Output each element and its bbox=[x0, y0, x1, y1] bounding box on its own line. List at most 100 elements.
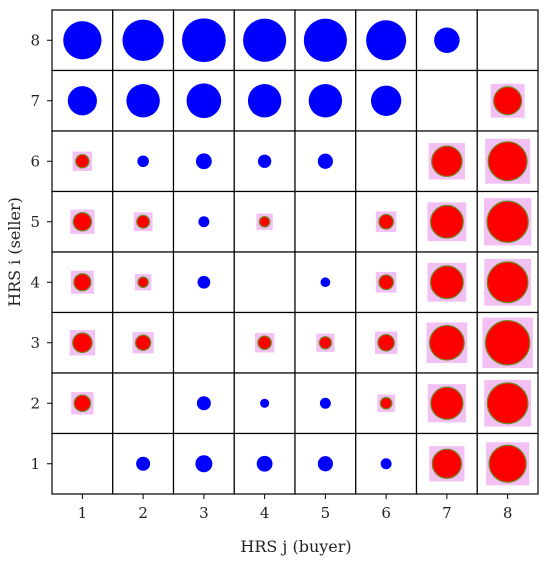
x-tick-label-2: 2 bbox=[138, 504, 148, 522]
y-tick-label-4: 4 bbox=[30, 273, 40, 291]
bubble-7-4 bbox=[247, 84, 282, 118]
bubble-6-3 bbox=[195, 153, 212, 170]
bubble-4-1 bbox=[70, 270, 94, 294]
y-tick-label-7: 7 bbox=[30, 92, 40, 110]
x-tick-label-1: 1 bbox=[78, 504, 88, 522]
bubble-3-5-dot bbox=[318, 336, 333, 350]
bubble-6-7 bbox=[428, 143, 466, 180]
bubble-5-7-dot bbox=[429, 204, 464, 239]
bubble-4-6 bbox=[375, 271, 397, 293]
y-axis-label: HRS i (seller) bbox=[5, 197, 24, 307]
grid-cell-5-5 bbox=[294, 190, 357, 253]
bubble-6-1-dot bbox=[75, 153, 90, 169]
x-tick-label-4: 4 bbox=[260, 504, 270, 522]
y-axis-ticks: 1 2 3 4 5 6 7 8 bbox=[30, 31, 52, 473]
bubble-3-1-dot bbox=[72, 332, 93, 354]
bubble-5-8 bbox=[483, 198, 532, 246]
y-tick-label-5: 5 bbox=[30, 213, 40, 231]
bubble-4-5 bbox=[320, 277, 331, 288]
grid-cell-6-6 bbox=[355, 130, 418, 193]
bubble-6-5 bbox=[317, 153, 333, 169]
bubble-7-6 bbox=[370, 85, 402, 116]
bubble-1-2 bbox=[136, 456, 151, 471]
bubble-4-3 bbox=[197, 275, 211, 289]
bubble-7-8-dot bbox=[493, 86, 523, 116]
y-tick-label-3: 3 bbox=[30, 334, 40, 352]
bubble-6-8-dot bbox=[487, 141, 528, 182]
bubble-6-1 bbox=[72, 151, 93, 171]
y-tick-label-6: 6 bbox=[30, 152, 40, 170]
bubble-8-3 bbox=[182, 18, 226, 63]
bubble-1-8-dot bbox=[488, 444, 527, 483]
grid-cell-2-2 bbox=[112, 372, 175, 435]
x-tick-label-3: 3 bbox=[199, 504, 209, 522]
y-tick-label-8: 8 bbox=[30, 31, 40, 49]
bubble-1-7 bbox=[429, 446, 465, 482]
bubble-3-6 bbox=[374, 331, 398, 354]
grid-cell-3-3 bbox=[172, 311, 235, 374]
bubble-3-4-dot bbox=[257, 335, 272, 351]
grid-cell-4-7 bbox=[415, 251, 478, 314]
bubble-7-2 bbox=[126, 84, 160, 118]
bubble-6-8 bbox=[485, 138, 531, 184]
bubble-4-8 bbox=[484, 258, 531, 306]
grid-cell-4-4 bbox=[233, 251, 296, 314]
bubble-2-3 bbox=[196, 396, 211, 411]
bubble-8-1 bbox=[63, 21, 102, 60]
bubble-8-2 bbox=[122, 19, 164, 61]
bubble-3-5 bbox=[316, 333, 335, 352]
bubble-2-8 bbox=[484, 379, 531, 427]
cell-grid bbox=[51, 9, 539, 495]
bubble-2-6 bbox=[377, 394, 395, 413]
bubble-5-6-dot bbox=[378, 213, 395, 230]
bubble-1-3 bbox=[195, 455, 213, 473]
bubble-7-5 bbox=[308, 84, 343, 118]
bubble-7-3 bbox=[186, 83, 222, 119]
bubble-5-2 bbox=[133, 212, 153, 232]
bubble-4-2-dot bbox=[137, 276, 149, 289]
bubble-2-4 bbox=[260, 398, 270, 408]
bubble-1-7-dot bbox=[431, 448, 463, 479]
bubble-4-1-dot bbox=[73, 273, 92, 292]
bubble-5-6 bbox=[375, 211, 397, 233]
x-axis-label: HRS j (buyer) bbox=[240, 537, 351, 556]
bubble-6-7-dot bbox=[431, 145, 463, 178]
bubble-2-1 bbox=[71, 392, 94, 415]
bubble-4-6-dot bbox=[378, 274, 395, 291]
bubble-8-7 bbox=[434, 27, 460, 54]
bubble-5-2-dot bbox=[136, 214, 151, 229]
bubble-5-1 bbox=[70, 209, 95, 234]
x-tick-label-5: 5 bbox=[321, 504, 331, 522]
x-axis-ticks: 1 2 3 4 5 6 7 8 bbox=[78, 494, 512, 522]
bubble-3-6-dot bbox=[377, 333, 395, 352]
bubble-1-8 bbox=[486, 442, 530, 486]
bubble-7-1 bbox=[67, 86, 97, 116]
bubble-2-1-dot bbox=[73, 394, 92, 413]
bubble-3-1 bbox=[69, 330, 96, 356]
bubble-2-7-dot bbox=[430, 386, 464, 420]
bubble-5-1-dot bbox=[72, 212, 93, 232]
bubble-3-7-dot bbox=[428, 324, 465, 361]
bubble-1-5 bbox=[317, 456, 333, 472]
bubbles bbox=[63, 18, 533, 486]
bubble-5-8-dot bbox=[486, 200, 529, 244]
bubble-4-7 bbox=[427, 262, 467, 302]
bubble-2-8-dot bbox=[486, 382, 529, 425]
bubble-1-6 bbox=[380, 458, 392, 470]
grid-cell-1-1 bbox=[51, 432, 114, 495]
bubble-3-7 bbox=[426, 322, 468, 364]
bubble-8-5 bbox=[303, 18, 347, 62]
bubble-3-8-dot bbox=[484, 319, 531, 366]
bubble-1-4 bbox=[256, 455, 273, 472]
grid-cell-7-6 bbox=[355, 69, 418, 132]
bubble-5-4-dot bbox=[258, 215, 271, 228]
bubble-2-6-dot bbox=[379, 396, 393, 410]
x-tick-label-7: 7 bbox=[442, 504, 452, 522]
bubble-5-7 bbox=[427, 202, 467, 242]
bubble-8-6 bbox=[366, 20, 407, 61]
x-tick-label-6: 6 bbox=[381, 504, 391, 522]
bubble-3-2 bbox=[132, 332, 154, 354]
bubble-2-7 bbox=[427, 384, 466, 423]
bubble-2-5 bbox=[319, 397, 331, 409]
